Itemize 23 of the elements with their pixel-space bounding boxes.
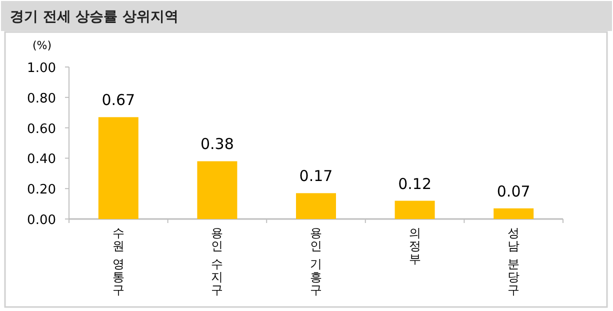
chart-title: 경기 전세 상승률 상위지역 bbox=[10, 9, 179, 25]
y-axis-title: (%) bbox=[32, 39, 52, 52]
bar bbox=[296, 193, 336, 219]
x-tick-label: 의정부 bbox=[408, 226, 421, 266]
data-label: 0.67 bbox=[102, 91, 136, 110]
x-tick-label: 수원 영통구 bbox=[112, 226, 124, 297]
bar bbox=[98, 117, 138, 219]
data-label: 0.07 bbox=[496, 182, 530, 200]
y-tick-label: 0.20 bbox=[27, 182, 56, 198]
bar bbox=[494, 208, 534, 219]
y-tick-label: 0.60 bbox=[27, 122, 56, 137]
y-tick-label: 0.00 bbox=[27, 213, 56, 228]
data-label: 0.38 bbox=[200, 135, 234, 154]
bar bbox=[197, 161, 238, 219]
y-tick-label: 1.00 bbox=[27, 61, 56, 76]
data-label: 0.17 bbox=[299, 167, 333, 186]
y-tick-label: 0.40 bbox=[27, 152, 56, 168]
y-tick-label: 0.80 bbox=[27, 91, 56, 106]
data-label: 0.12 bbox=[398, 174, 432, 193]
x-tick-label: 용인 수지구 bbox=[211, 226, 224, 297]
x-tick-label: 성남 분당구 bbox=[508, 226, 520, 297]
bar bbox=[394, 200, 435, 219]
x-tick-label: 용인 기흥구 bbox=[310, 226, 322, 297]
